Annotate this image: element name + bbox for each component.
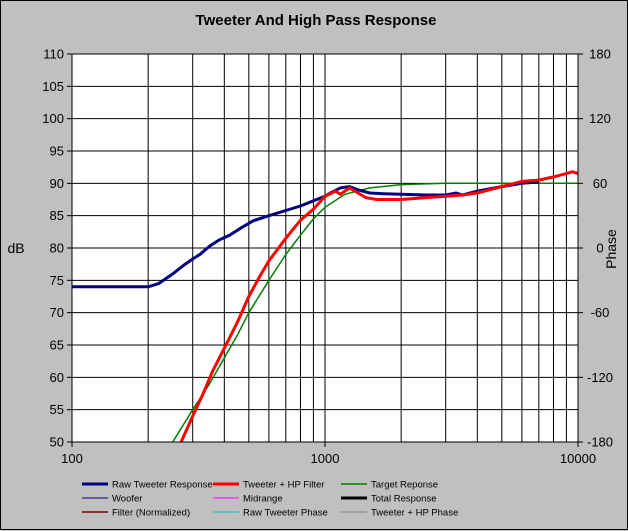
y2-tick-label: -120 [587,370,613,385]
legend-label: Woofer [112,494,142,505]
y-tick-label: 100 [42,111,64,126]
y-tick-label: 50 [50,435,64,450]
y2-tick-label: 120 [589,111,611,126]
legend-label: Raw Tweeter Response [112,480,213,491]
y-tick-label: 70 [50,305,64,320]
x-tick-label: 100 [61,451,83,466]
legend-label: Midrange [243,494,283,505]
y-tick-label: 110 [43,47,64,62]
tick-labels: 50 55 60 65 70 75 80 85 90 95 100 105 110 -180 -120 -60… [42,47,613,467]
x-tick-label: 10000 [560,451,596,466]
series-line-raw-tweeter-response [72,180,539,289]
legend-label: Tweeter + HP Filter [243,480,324,491]
y-tick-label: 85 [50,208,64,223]
y-tick-label: 75 [50,273,64,288]
y-tick-label: 105 [42,79,64,94]
y-tick-label: 55 [50,402,64,417]
y2-tick-label: -180 [587,435,613,450]
legend-label: Total Response [371,494,436,505]
series-line-target-reponse [172,182,578,442]
y-tick-label: 80 [50,241,64,256]
y2-tick-label: 0 [596,241,603,256]
legend: Raw Tweeter Response Tweeter + HP Filter T… [82,480,458,519]
y-axis-label: dB [7,240,24,256]
y2-tick-label: -60 [591,305,610,320]
legend-label: Tweeter + HP Phase [371,508,458,519]
y-tick-label: 90 [50,176,64,191]
legend-label: Raw Tweeter Phase [243,508,328,519]
y-tick-label: 60 [50,370,64,385]
x-tick-label: 1000 [311,451,340,466]
legend-label: Filter (Normalized) [112,508,190,519]
y-tick-label: 65 [50,338,64,353]
y2-axis-label: Phase [603,229,619,269]
y2-tick-label: 180 [589,47,611,62]
series-line-tweeter-hp-filter [179,170,578,442]
grid-lines [72,53,578,443]
legend-label: Target Reponse [371,480,438,491]
series-lines [72,170,578,442]
y2-tick-label: 60 [593,176,607,191]
chart-title: Tweeter And High Pass Response [196,12,437,29]
y-tick-label: 95 [50,144,64,159]
